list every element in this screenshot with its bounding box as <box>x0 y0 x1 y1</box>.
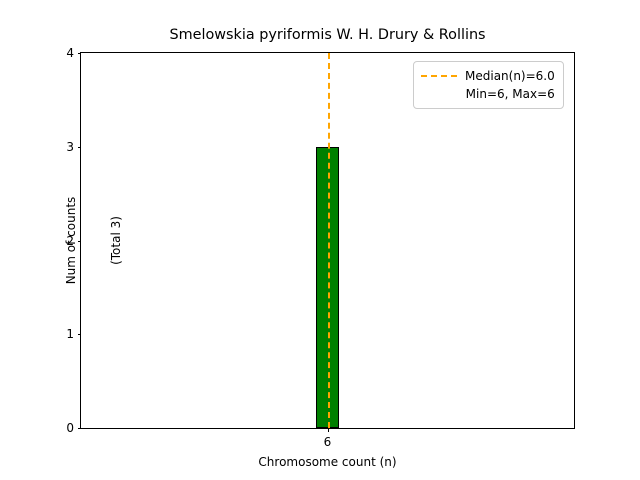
median-line-icon <box>327 53 330 428</box>
y-tick <box>77 146 81 148</box>
plot-area <box>81 53 574 428</box>
y-tick-label: 2 <box>66 233 74 248</box>
legend-entry: Median(n)=6.0 <box>421 67 555 85</box>
chart-title: Smelowskia pyriformis W. H. Drury & Roll… <box>169 27 486 43</box>
x-tick <box>327 428 329 432</box>
y-tick-label: 0 <box>66 421 74 435</box>
y-tick-label: 4 <box>66 46 74 60</box>
y-axis-label-line2: (Total 3) <box>109 216 123 265</box>
plot-axes: 0 1 2 3 4 6 <box>66 47 575 449</box>
legend-marker-dashed-line-icon <box>421 70 457 82</box>
y-tick <box>77 428 81 429</box>
bar <box>315 146 340 428</box>
x-tick-label: 6 <box>323 435 332 449</box>
y-tick <box>77 334 81 336</box>
chart-legend: Median(n)=6.0 Min=6, Max=6 <box>413 61 564 109</box>
x-axis-label: Chromosome count (n) <box>258 455 397 469</box>
legend-label: Min=6, Max=6 <box>465 87 555 101</box>
y-tick-label: 1 <box>66 327 74 342</box>
legend-label: Median(n)=6.0 <box>465 69 555 83</box>
legend-marker-blank-icon <box>422 88 458 100</box>
y-axis-label: Num of counts (Total 3) <box>34 52 123 429</box>
y-tick <box>77 53 81 54</box>
legend-entry: Min=6, Max=6 <box>421 85 555 103</box>
y-tick <box>77 240 81 242</box>
y-tick-label: 3 <box>66 139 74 154</box>
y-axis-label-line1: Num of counts <box>64 196 78 285</box>
